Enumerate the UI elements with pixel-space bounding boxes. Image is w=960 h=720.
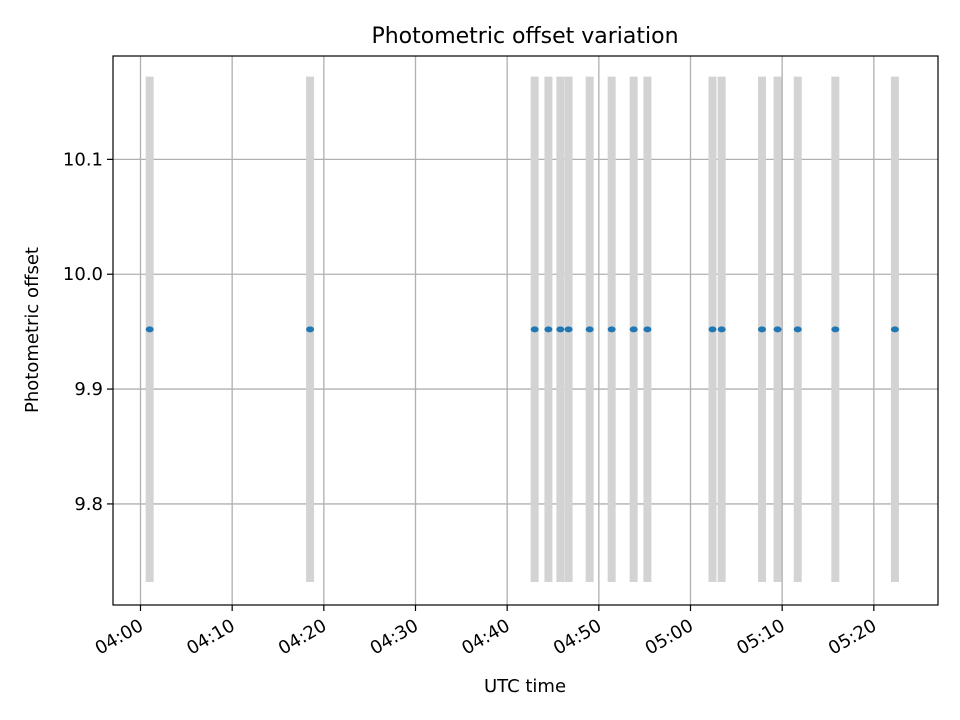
y-tick-label: 9.9 — [74, 379, 103, 400]
data-points — [145, 326, 899, 333]
data-point — [629, 326, 638, 333]
data-point — [585, 326, 594, 333]
data-point — [831, 326, 840, 333]
data-point — [530, 326, 539, 333]
y-axis: 9.8 9.9 10.0 10.1 — [63, 149, 113, 515]
data-point — [145, 326, 154, 333]
data-point — [643, 326, 652, 333]
y-tick-label: 10.1 — [63, 149, 103, 170]
y-tick-label: 9.8 — [74, 494, 103, 515]
plot-area-frame — [112, 55, 939, 606]
data-point — [758, 326, 766, 333]
data-point — [607, 326, 616, 333]
data-point — [564, 326, 573, 333]
data-point — [544, 326, 553, 333]
data-point — [306, 326, 315, 333]
chart-title: Photometric offset variation — [371, 24, 678, 49]
x-axis-label: UTC time — [484, 676, 566, 697]
data-point — [556, 326, 565, 333]
data-point — [793, 326, 802, 333]
data-point — [773, 326, 782, 333]
data-point — [890, 326, 899, 333]
y-tick-label: 10.0 — [63, 264, 103, 285]
y-axis-label: Photometric offset — [22, 247, 43, 413]
data-point — [717, 326, 726, 333]
data-point — [708, 326, 717, 333]
